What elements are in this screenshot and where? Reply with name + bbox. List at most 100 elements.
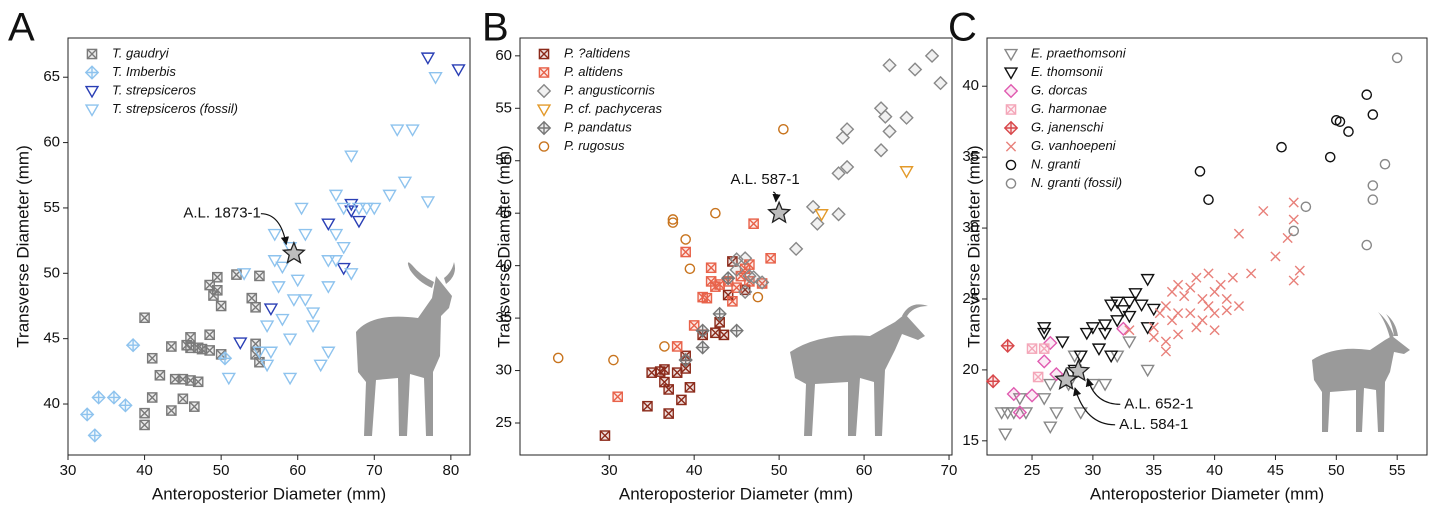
data-point	[1209, 286, 1220, 297]
marker-triangle	[359, 202, 374, 216]
marker-circle	[1379, 158, 1391, 170]
legend-label: P. pandatus	[564, 119, 632, 134]
data-point	[552, 352, 564, 364]
data-point	[712, 306, 727, 322]
marker-triangle	[1073, 350, 1088, 364]
marker-triangle	[536, 104, 552, 117]
y-tick-label: 40	[495, 257, 512, 274]
data-point	[1343, 126, 1354, 137]
marker-x	[1288, 214, 1299, 225]
marker-cross	[216, 349, 227, 360]
annotation-label: A.L. 584-1	[1119, 416, 1188, 433]
annotation-star	[1054, 367, 1079, 391]
data-point	[676, 394, 687, 406]
marker-triangle	[1091, 343, 1107, 357]
marker-x	[1209, 286, 1220, 297]
legend-label: E. praethomsoni	[1031, 45, 1127, 60]
marker-circle	[1343, 126, 1354, 137]
marker-cross	[718, 329, 729, 340]
data-point	[1300, 201, 1312, 213]
data-point	[1246, 268, 1257, 279]
marker-triangle	[1097, 327, 1113, 341]
legend-label: T. strepsiceros (fossil)	[112, 101, 238, 116]
marker-x	[1185, 308, 1196, 319]
data-point	[814, 209, 829, 222]
x-axis-label: Anteroposterior Diameter (mm)	[619, 484, 853, 503]
data-point	[701, 292, 713, 304]
legend-label: G. janenschi	[1031, 119, 1104, 134]
data-point	[754, 275, 770, 290]
data-point	[1185, 308, 1196, 319]
data-point	[727, 296, 738, 307]
marker-cross	[680, 363, 691, 374]
data-point	[1134, 299, 1149, 313]
data-point	[748, 218, 759, 229]
data-point	[1294, 265, 1305, 276]
data-point	[684, 382, 696, 393]
data-point	[1122, 296, 1137, 310]
data-point	[831, 166, 846, 181]
marker-x	[1191, 272, 1202, 283]
marker-diamond	[1006, 386, 1021, 402]
y-axis-label: Transverse Diameter (mm)	[964, 145, 983, 347]
kudu-silhouette	[356, 276, 452, 436]
marker-triangle	[1128, 288, 1143, 301]
data-point	[1270, 251, 1281, 262]
annotation-label: A.L. 1873-1	[183, 205, 261, 222]
data-point	[1203, 194, 1214, 205]
marker-cross	[250, 302, 261, 313]
marker-cross	[689, 320, 700, 331]
data-point	[1148, 332, 1159, 343]
marker-circle	[1334, 116, 1346, 127]
data-point	[336, 202, 351, 216]
legend-label: T. Imberbis	[112, 64, 176, 79]
marker-plus	[1004, 121, 1018, 135]
marker-diamond	[737, 284, 753, 300]
legend-label: P. ?altidens	[564, 45, 631, 60]
data-point	[1018, 407, 1034, 420]
marker-x	[1185, 282, 1196, 293]
marker-x	[1294, 265, 1305, 276]
marker-diamond	[729, 262, 744, 278]
data-point	[1221, 293, 1232, 305]
data-point	[1367, 180, 1379, 191]
legend-marker	[84, 65, 100, 80]
data-point	[1140, 322, 1155, 335]
marker-cross	[147, 392, 158, 403]
marker-plus	[85, 66, 99, 79]
legend-marker	[536, 120, 552, 136]
marker-triangle	[328, 189, 344, 203]
marker-diamond	[754, 275, 770, 290]
x-tick-label: 40	[1206, 462, 1223, 479]
marker-triangle	[420, 196, 436, 209]
x-tick-label: 25	[1024, 462, 1041, 479]
marker-triangle	[290, 274, 305, 288]
marker-triangle	[1079, 327, 1094, 341]
marker-cross	[177, 393, 188, 404]
data-point	[710, 207, 721, 219]
data-point	[667, 217, 679, 228]
data-point	[282, 372, 298, 386]
legend-marker	[1003, 48, 1019, 62]
marker-triangle	[286, 294, 302, 307]
marker-cross	[740, 284, 751, 295]
plot-frame	[986, 37, 1428, 456]
marker-cross	[646, 367, 657, 378]
marker-cross	[714, 317, 725, 328]
data-point	[1197, 315, 1208, 326]
data-point	[1097, 319, 1113, 332]
data-point	[1203, 268, 1214, 279]
data-point	[215, 300, 227, 312]
marker-x	[1160, 300, 1172, 312]
x-tick-label: 80	[443, 462, 460, 479]
y-tick-label: 30	[962, 219, 979, 236]
marker-diamond	[882, 58, 897, 73]
marker-cross	[723, 289, 734, 301]
data-point	[321, 255, 336, 268]
marker-circle	[1194, 166, 1206, 177]
data-point	[1140, 273, 1155, 287]
data-point	[1166, 286, 1178, 297]
data-point	[217, 351, 233, 366]
data-point	[1043, 378, 1058, 392]
marker-cross	[139, 408, 150, 419]
